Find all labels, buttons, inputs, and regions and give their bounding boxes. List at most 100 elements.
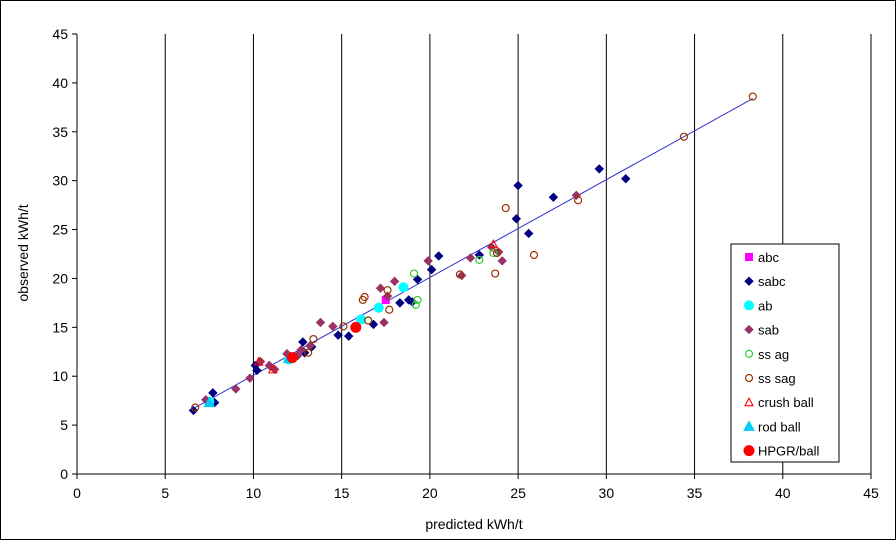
point-rod-ball (203, 396, 216, 408)
point-sab (465, 253, 476, 263)
axes: 0 5 10 15 20 25 30 35 40 45 0 5 10 15 20 25 30 35 40 45 (52, 26, 879, 501)
x-tick-label: 45 (863, 485, 879, 501)
point-ss-ag (411, 300, 420, 309)
point-ss-sag (364, 316, 373, 325)
point-ss-sag (491, 269, 500, 278)
fit-line (191, 98, 754, 410)
point-ss-sag (360, 292, 369, 302)
x-tick-label: 20 (422, 485, 438, 501)
legend-label-hpgr-ball: HPGR/ball (758, 444, 820, 459)
legend-label-rod-ball: rod ball (758, 419, 801, 434)
x-tick-label: 10 (246, 485, 262, 501)
point-sabc (344, 331, 354, 341)
point-ss-sag (748, 92, 757, 101)
y-tick-label: 15 (52, 319, 68, 335)
x-tick-label: 40 (775, 485, 791, 501)
point-sabc (511, 214, 522, 224)
point-sabc (252, 365, 262, 376)
legend-label-crush-ball: crush ball (758, 395, 814, 410)
point-ss-sag (492, 248, 502, 258)
point-crush-ball (267, 364, 278, 374)
point-ss-ag (413, 295, 422, 305)
y-tick-label: 0 (60, 466, 68, 482)
x-tick-label: 0 (73, 485, 81, 501)
legend: abc sabc ab sab ss ag ss sag crush ball rod bal… (730, 243, 840, 463)
point-sab (389, 276, 400, 287)
point-sab (315, 317, 326, 328)
y-axis-label: observed kWh/t (15, 204, 31, 301)
y-tick-label: 30 (52, 173, 68, 189)
point-sabc (333, 330, 343, 340)
point-ss-sag (679, 132, 689, 141)
point-sab (497, 256, 507, 266)
point-ss-sag (501, 203, 510, 213)
point-crush-ball (253, 356, 264, 366)
legend-marker-sabc (744, 276, 754, 286)
point-hpgr-ball (350, 321, 362, 333)
point-crush-ball (488, 239, 499, 249)
point-ss-sag (529, 250, 539, 260)
x-tick-label: 30 (599, 485, 615, 501)
point-sabc (523, 228, 534, 239)
point-ab (398, 282, 409, 293)
legend-marker-abc (745, 253, 753, 261)
point-hpgr-ball (286, 352, 298, 364)
point-ss-ag (409, 269, 419, 278)
y-tick-label: 10 (52, 368, 68, 384)
point-sabc (412, 274, 423, 285)
grid-lines (164, 34, 872, 474)
legend-label-sab: sab (758, 323, 779, 338)
legend-label-ss-ag: ss ag (758, 347, 789, 362)
legend-marker-ab (744, 300, 754, 311)
point-sabc (513, 180, 523, 191)
point-ss-sag (385, 305, 394, 314)
point-sab (375, 283, 386, 293)
x-tick-label: 5 (161, 485, 169, 501)
y-tick-label: 35 (52, 124, 68, 140)
legend-marker-sab (744, 324, 754, 335)
y-tick-label: 5 (60, 417, 68, 433)
x-axis-label: predicted kWh/t (425, 516, 522, 532)
legend-marker-rod-ball (743, 420, 755, 431)
point-sab (382, 291, 393, 301)
point-sab (379, 317, 389, 328)
legend-marker-ss-ag (744, 349, 754, 358)
legend-label-ss-sag: ss sag (758, 371, 796, 386)
point-sabc (594, 164, 604, 174)
point-ab (373, 302, 384, 313)
y-tick-label: 40 (52, 75, 68, 91)
point-sab (296, 345, 306, 355)
point-ab (356, 314, 367, 325)
point-sabc (208, 388, 218, 398)
point-sab (328, 321, 338, 332)
data-points (188, 92, 757, 416)
point-ss-ag (475, 255, 484, 264)
point-sab (245, 373, 255, 383)
legend-marker-crush-ball (744, 397, 754, 407)
trendline (191, 98, 754, 410)
point-ss-sag (574, 196, 583, 205)
point-ss-sag (339, 322, 348, 331)
legend-label-abc: abc (758, 250, 779, 265)
y-tick-label: 25 (52, 222, 68, 238)
point-sab (423, 256, 433, 266)
x-tick-label: 25 (510, 485, 526, 501)
point-sabc (548, 192, 559, 202)
point-ss-sag (191, 403, 200, 412)
point-ss-sag (455, 270, 464, 279)
point-sabc (434, 251, 444, 261)
point-sab (571, 190, 582, 201)
y-tick-label: 45 (52, 26, 68, 42)
point-ss-ag (489, 248, 498, 258)
x-tick-label: 35 (687, 485, 703, 501)
legend-label-ab: ab (758, 298, 772, 313)
legend-marker-ss-sag (744, 373, 754, 383)
x-tick-label: 15 (334, 485, 350, 501)
point-sabc (621, 174, 631, 184)
point-ss-sag (309, 334, 318, 344)
y-tick-label: 20 (52, 270, 68, 286)
point-sabc (298, 337, 308, 347)
point-sabc (395, 298, 405, 308)
